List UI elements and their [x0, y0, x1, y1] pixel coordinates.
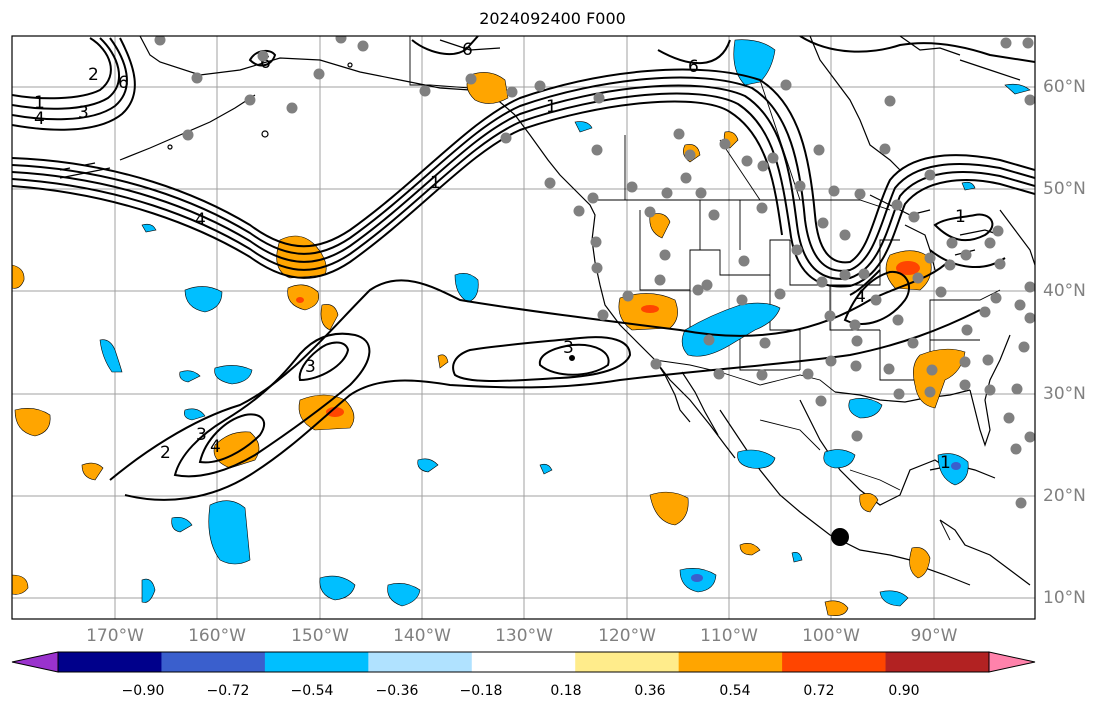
- contour-label: 4: [34, 109, 45, 129]
- colorbar-segment: [678, 652, 783, 672]
- contour-label-group: 1 4 3 2 1 6 6 6 6 4 1 3 3 2 3 4 1 4 1: [34, 40, 966, 473]
- contour-label: 4: [195, 210, 206, 230]
- contour-label: 3: [563, 338, 574, 358]
- lon-label: 100°W: [802, 626, 860, 646]
- colorbar: [11, 651, 1036, 673]
- contour-label: 3: [305, 357, 316, 377]
- colorbar-tick-label: 0.72: [803, 683, 835, 699]
- lon-label: 170°W: [86, 626, 144, 646]
- colorbar-segment: [368, 652, 473, 672]
- map-frame: [11, 35, 1036, 620]
- lat-label: 30°N: [1043, 384, 1086, 404]
- contour-label: 1: [940, 453, 951, 473]
- colorbar-tick-label: −0.90: [121, 683, 165, 699]
- colorbar-segment: [161, 652, 266, 672]
- colorbar-tick-label: 0.90: [888, 683, 920, 699]
- contour-label: 1: [430, 173, 441, 193]
- colorbar-tick-label: 0.36: [634, 683, 666, 699]
- contour-label: 4: [210, 437, 221, 457]
- lat-label: 10°N: [1043, 588, 1086, 608]
- colorbar-segment: [782, 652, 887, 672]
- lat-label: 60°N: [1043, 77, 1086, 97]
- contour-lines: [12, 36, 1035, 501]
- colorbar-tick-label: −0.36: [375, 683, 419, 699]
- contour-label: 3: [78, 103, 89, 123]
- colorbar-arrow-right: [988, 651, 1036, 673]
- map-title: 2024092400 F000: [479, 9, 626, 28]
- lat-label: 20°N: [1043, 486, 1086, 506]
- contour-label: 6: [118, 73, 129, 93]
- lon-label: 90°W: [910, 626, 958, 646]
- colorbar-segment: [885, 652, 990, 672]
- contour-label: 6: [462, 40, 473, 60]
- contour-label: 1: [955, 207, 966, 227]
- colorbar-segment: [58, 652, 162, 672]
- colorbar-tick-label: −0.18: [459, 683, 503, 699]
- colorbar-segment: [264, 652, 369, 672]
- lat-label: 40°N: [1043, 281, 1086, 301]
- contour-label: 2: [160, 443, 171, 463]
- contour-label: 4: [855, 287, 866, 307]
- lon-label: 140°W: [393, 626, 451, 646]
- lon-label: 110°W: [700, 626, 758, 646]
- colorbar-tick-label: −0.54: [290, 683, 334, 699]
- graticule: [12, 36, 1035, 619]
- lon-label: 150°W: [291, 626, 349, 646]
- lon-label: 160°W: [188, 626, 246, 646]
- lon-label: 130°W: [495, 626, 553, 646]
- colorbar-segment: [471, 652, 576, 672]
- station-markers: [154, 36, 1035, 509]
- anomaly-shading: [12, 39, 1031, 616]
- lat-label: 50°N: [1043, 179, 1086, 199]
- contour-label: 1: [34, 93, 45, 113]
- contour-label: 6: [260, 53, 271, 73]
- colorbar-tick-label: −0.72: [206, 683, 250, 699]
- contour-label: 1: [546, 97, 557, 117]
- colorbar-tick-label: 0.54: [719, 683, 751, 699]
- highlight-marker: [831, 528, 849, 546]
- lon-label: 120°W: [598, 626, 656, 646]
- contour-label: 2: [88, 65, 99, 85]
- contour-label: 3: [196, 425, 207, 445]
- colorbar-segment: [575, 652, 680, 672]
- colorbar-tick-label: 0.18: [550, 683, 582, 699]
- colorbar-arrow-left: [11, 651, 59, 673]
- contour-label: 6: [688, 57, 699, 77]
